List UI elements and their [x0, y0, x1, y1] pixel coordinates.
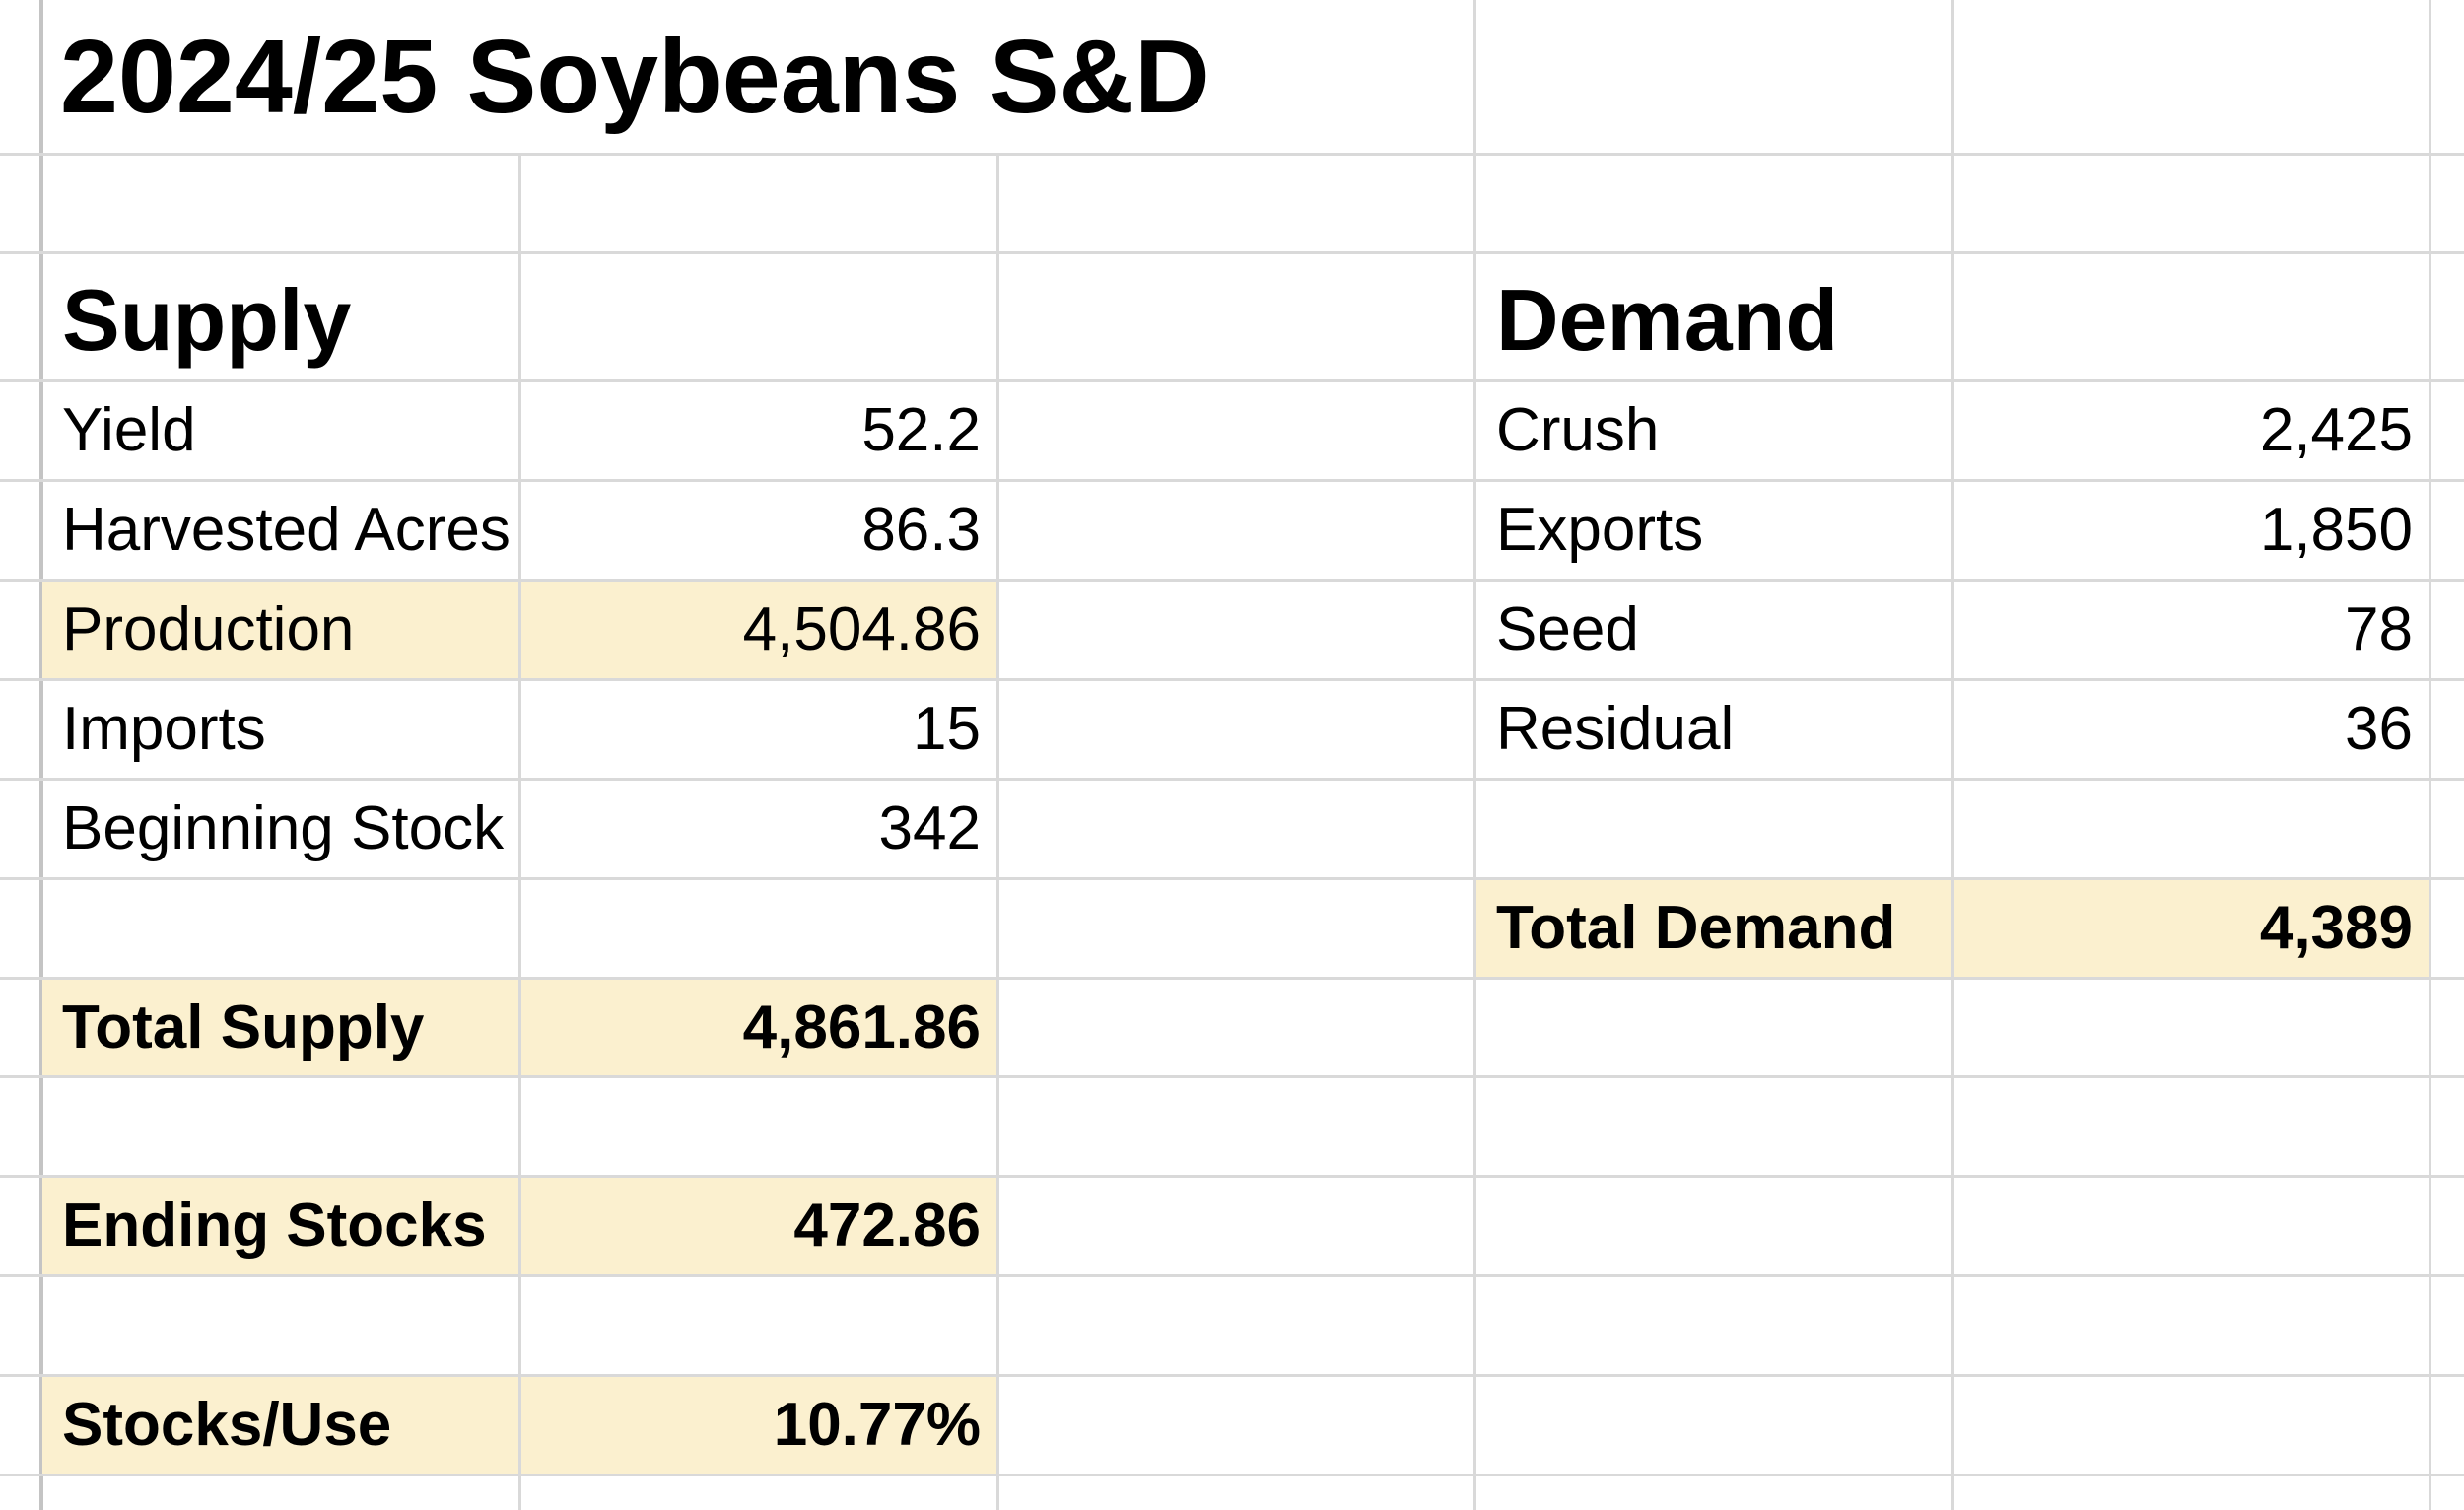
supply-row-value[interactable]: 4,504.86: [521, 582, 996, 678]
demand-row-value[interactable]: 78: [2345, 595, 2413, 663]
supply-row-label[interactable]: Imports: [62, 695, 266, 763]
total-demand-label[interactable]: Total Demand: [1476, 880, 1951, 977]
supply-row-value[interactable]: 86.3: [861, 496, 981, 564]
demand-row-label[interactable]: Seed: [1496, 595, 1639, 663]
supply-row-label[interactable]: Yield: [62, 396, 196, 464]
column-border: [1951, 0, 1954, 1510]
row-border: [0, 1474, 2464, 1476]
demand-row-label[interactable]: Exports: [1496, 496, 1704, 564]
demand-row-label[interactable]: Residual: [1496, 695, 1735, 763]
column-border: [1473, 0, 1476, 1510]
row-border: [0, 479, 2464, 482]
row-border: [0, 977, 2464, 980]
supply-row-value[interactable]: 342: [878, 794, 981, 862]
demand-row-label[interactable]: Crush: [1496, 396, 1660, 464]
demand-row-value[interactable]: 36: [2345, 695, 2413, 763]
row-border: [0, 251, 2464, 254]
supply-row-label[interactable]: Production: [42, 582, 518, 678]
supply-header[interactable]: Supply: [62, 271, 352, 369]
total-supply-value[interactable]: 4,861.86: [521, 980, 996, 1075]
sheet-title[interactable]: 2024/25 Soybeans S&D: [60, 18, 1210, 135]
ending-stocks-label[interactable]: Ending Stocks: [42, 1178, 518, 1274]
ending-stocks-value[interactable]: 472.86: [521, 1178, 996, 1274]
row-border: [0, 1374, 2464, 1377]
row-border: [0, 153, 2464, 156]
demand-row-value[interactable]: 1,850: [2259, 496, 2413, 564]
total-supply-label[interactable]: Total Supply: [42, 980, 518, 1075]
column-border: [996, 153, 999, 1510]
row-header-border: [39, 0, 43, 1510]
supply-row-label[interactable]: Harvested Acres: [62, 496, 511, 564]
row-border: [0, 1274, 2464, 1277]
total-demand-value[interactable]: 4,389: [1954, 880, 2429, 977]
column-border: [2429, 0, 2431, 1510]
supply-row-value[interactable]: 15: [913, 695, 981, 763]
stocks-use-label[interactable]: Stocks/Use: [42, 1377, 518, 1474]
row-border: [0, 678, 2464, 681]
row-border: [0, 379, 2464, 382]
column-border: [518, 153, 521, 1510]
row-border: [0, 1075, 2464, 1078]
stocks-use-value[interactable]: 10.77%: [521, 1377, 996, 1474]
row-border: [0, 579, 2464, 582]
demand-header[interactable]: Demand: [1496, 271, 1839, 369]
row-border: [0, 877, 2464, 880]
row-border: [0, 1175, 2464, 1178]
row-border: [0, 778, 2464, 781]
supply-row-label[interactable]: Beginning Stock: [62, 794, 505, 862]
demand-row-value[interactable]: 2,425: [2259, 396, 2413, 464]
supply-row-value[interactable]: 52.2: [861, 396, 981, 464]
